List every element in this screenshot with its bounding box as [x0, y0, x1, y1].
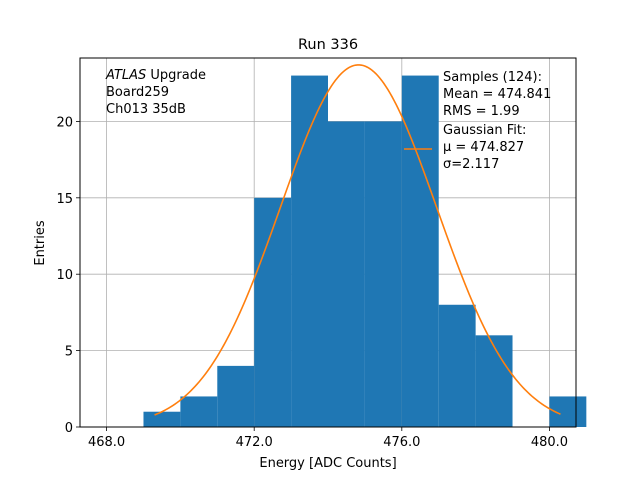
y-tick-label: 10 — [56, 268, 73, 283]
histogram-bar — [438, 304, 476, 427]
histogram-bar — [180, 396, 218, 427]
x-tick-label: 480.0 — [531, 435, 568, 450]
histogram-bar — [364, 121, 402, 427]
atlas-annotation: ATLAS Upgrade Board259 Ch013 35dB — [105, 68, 206, 117]
x-axis-ticks: 468.0 472.0 476.0 480.0 — [88, 427, 568, 450]
legend-fit-line: σ=2.117 — [443, 157, 499, 172]
gaussian-fit — [154, 64, 561, 416]
annotation-text: Ch013 35dB — [106, 102, 186, 117]
annotation-text: Board259 — [106, 85, 169, 100]
x-tick-label: 476.0 — [383, 435, 420, 450]
x-axis-label: Energy [ADC Counts] — [259, 456, 396, 471]
y-tick-label: 15 — [56, 192, 73, 207]
legend-fit-line: Gaussian Fit: — [443, 123, 526, 138]
x-tick-label: 472.0 — [236, 435, 273, 450]
legend-samples-swatch — [404, 89, 432, 99]
y-tick-label: 20 — [56, 115, 73, 130]
histogram-bars — [143, 75, 587, 428]
plot-area-frame — [79, 57, 577, 428]
legend: Samples (124): Mean = 474.841 RMS = 1.99… — [404, 70, 551, 172]
legend-samples-line: Samples (124): — [443, 70, 542, 85]
legend-samples-line: RMS = 1.99 — [443, 104, 520, 119]
histogram-bar — [401, 75, 439, 428]
legend-samples-line: Mean = 474.841 — [443, 87, 551, 102]
annotation-text: Upgrade — [146, 68, 206, 83]
y-axis-label: Entries — [33, 220, 48, 266]
annotation-italic: ATLAS — [105, 68, 146, 83]
histogram-bar — [328, 121, 365, 427]
y-tick-label: 5 — [65, 345, 73, 360]
annotation-line: Board259 — [106, 85, 169, 100]
y-tick-label: 0 — [65, 421, 73, 436]
histogram-bar — [291, 75, 328, 428]
y-axis-ticks: 0 5 10 15 20 — [56, 115, 80, 436]
fit-curve — [154, 64, 561, 416]
histogram-bar — [475, 335, 513, 427]
annotation-line: ATLAS Upgrade — [105, 68, 206, 83]
annotation-line: Ch013 35dB — [106, 102, 186, 117]
chart-title: Run 336 — [298, 37, 358, 53]
histogram-bar — [143, 411, 181, 427]
histogram-bar — [217, 365, 255, 427]
x-tick-label: 468.0 — [88, 435, 125, 450]
histogram-bar — [254, 197, 292, 427]
legend-fit-line: μ = 474.827 — [443, 140, 524, 155]
